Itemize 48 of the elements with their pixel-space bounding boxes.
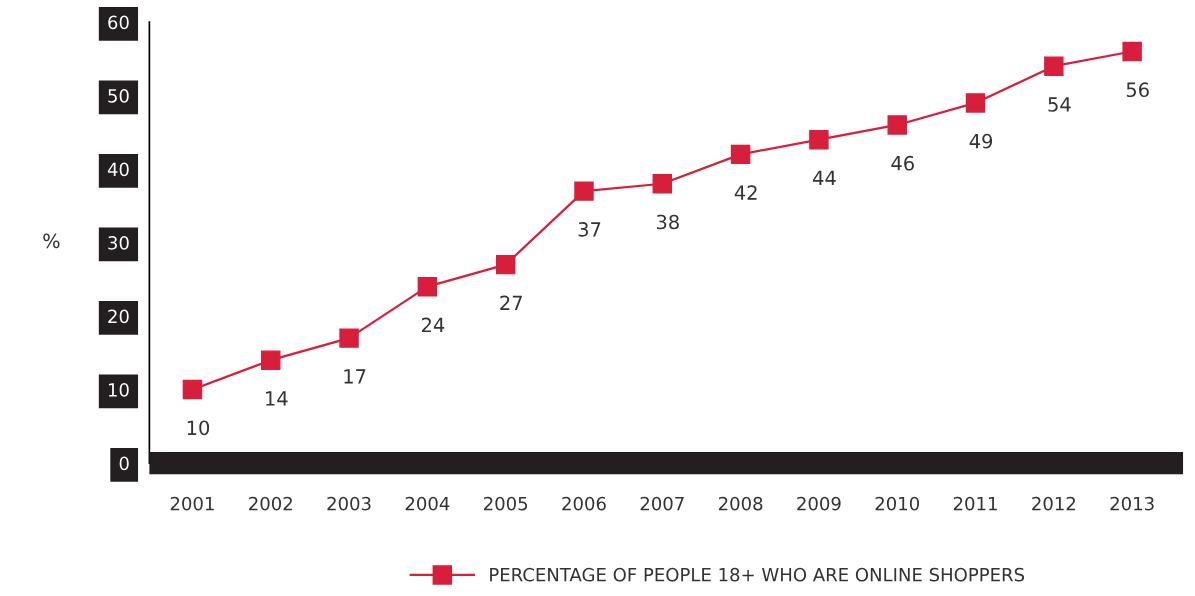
data-label: 10 [187,420,210,436]
data-label: 37 [578,222,601,237]
data-label: 54 [1048,97,1071,112]
x-tick-label: 2002 [249,496,292,511]
y-tick-label: 50 [108,89,129,103]
y-tick-label: 20 [108,309,129,324]
x-tick-label: 2004 [405,496,450,511]
x-tick-label: 2010 [875,496,919,511]
point [1122,41,1142,62]
y-tick-label: 60 [108,15,129,30]
point [887,115,907,135]
point [730,144,751,165]
point [652,174,673,194]
point [574,181,594,201]
x-tick-label: 2001 [170,496,214,511]
legend-label: PERCENTAGE OF PEOPLE 18+ WHO ARE ONLINE SHOPPERS [490,567,1025,582]
y-tick-label: 0 [119,456,129,471]
x-tick-label: 2012 [1032,496,1076,511]
data-label: 17 [344,369,366,384]
x-tick-label: 2009 [797,496,841,511]
point [339,328,359,348]
x-tick-label: 2003 [327,496,371,511]
point [1044,56,1064,76]
y-tick-label: 10 [108,383,129,397]
data-label: 14 [266,391,288,406]
x-tick-label: 2007 [640,496,684,511]
point [495,254,516,275]
data-label: 46 [891,155,914,171]
y-tick-label: 30 [108,236,129,250]
x-tick-label: 2011 [953,496,997,511]
y-axis-title: % [43,233,60,249]
data-label: 44 [813,170,836,185]
data-label: 38 [656,214,679,230]
data-label: 42 [734,185,757,200]
y-tick-label: 40 [107,162,129,177]
point [809,129,829,150]
point [417,276,438,297]
data-label: 27 [500,295,522,310]
data-label: 56 [1126,82,1149,98]
x-tick-label: 2013 [1110,496,1154,511]
point [182,379,203,400]
x-tick-label: 2005 [484,496,528,511]
data-label: 49 [969,133,993,149]
point [965,93,986,113]
x-tick-label: 2006 [562,496,606,511]
x-tick-label: 2008 [718,496,763,511]
data-label: 24 [421,317,445,333]
point [261,350,281,370]
